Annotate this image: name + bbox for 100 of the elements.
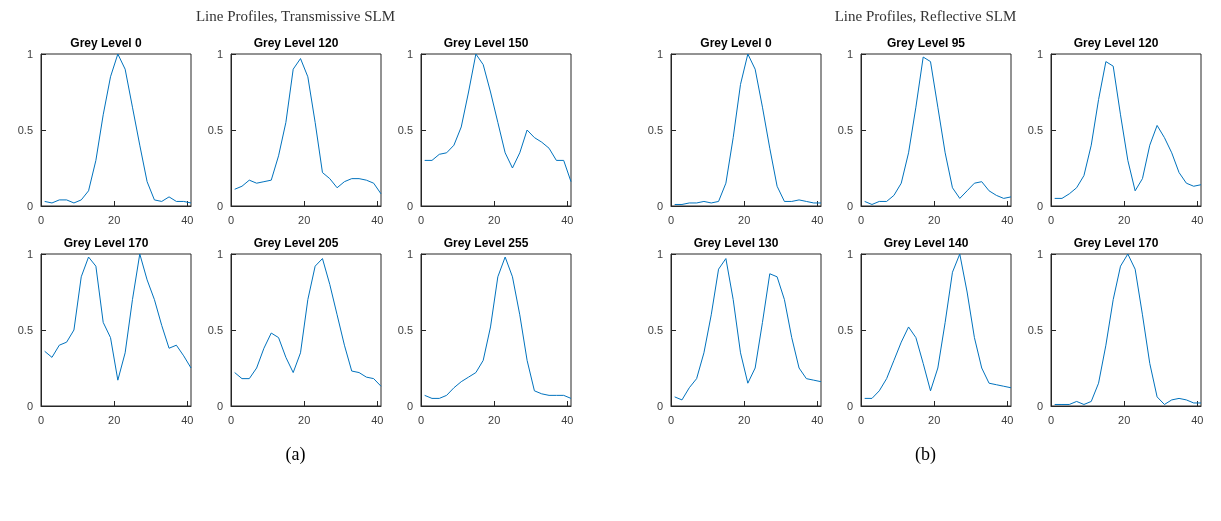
line-series	[233, 58, 381, 195]
chart-title: Grey Level 130	[693, 236, 779, 250]
y-tick-label: 0	[1036, 400, 1043, 412]
y-tick-label: 1	[846, 48, 853, 60]
x-tick-label: 40	[810, 413, 823, 426]
text: (a)	[285, 444, 306, 465]
x-tick-label: 20	[1117, 413, 1130, 426]
chart-title: Grey Level 170	[1073, 236, 1159, 250]
x-tick-label: 40	[1000, 213, 1013, 226]
x-tick-label: 40	[810, 213, 823, 226]
chart-title: Grey Level 140	[883, 236, 969, 250]
y-tick-label: 1	[216, 248, 223, 260]
y-tick-label: 0	[406, 200, 413, 212]
y-tick-label: 0.5	[647, 124, 663, 136]
x-tick-label: 20	[107, 413, 120, 426]
line-series	[233, 258, 381, 387]
x-tick-label: 0	[227, 413, 234, 426]
x-tick-label: 40	[560, 213, 573, 226]
y-tick-label: 1	[406, 48, 413, 60]
y-tick-label: 1	[1036, 48, 1043, 60]
y-tick-label: 0	[406, 400, 413, 412]
y-tick-label: 1	[26, 48, 33, 60]
x-tick-label: 0	[857, 213, 864, 226]
line-series	[423, 256, 571, 399]
x-tick-label: 20	[487, 413, 500, 426]
chart-title: Grey Level 150	[443, 36, 529, 50]
y-tick-label: 1	[406, 248, 413, 260]
y-tick-label: 0	[846, 400, 853, 412]
x-tick-label: 20	[737, 413, 750, 426]
text: (b)	[915, 444, 936, 465]
x-tick-label: 40	[180, 213, 193, 226]
x-tick-label: 40	[1000, 413, 1013, 426]
chart-title: Grey Level 0	[69, 36, 142, 50]
y-tick-label: 0.5	[397, 324, 413, 336]
text: Line Profiles, Transmissive SLM	[195, 8, 396, 26]
y-tick-label: 0.5	[397, 124, 413, 136]
y-tick-label: 0	[26, 200, 33, 212]
x-tick-label: 0	[227, 213, 234, 226]
x-tick-label: 0	[667, 213, 674, 226]
x-tick-label: 40	[180, 413, 193, 426]
x-tick-label: 20	[737, 213, 750, 226]
y-tick-label: 0.5	[1027, 324, 1043, 336]
y-tick-label: 0.5	[207, 324, 223, 336]
y-tick-label: 0	[216, 200, 223, 212]
chart-title: Grey Level 255	[443, 236, 529, 250]
chart-title: Grey Level 120	[253, 36, 339, 50]
x-tick-label: 0	[37, 213, 44, 226]
y-tick-label: 0.5	[837, 124, 853, 136]
y-tick-label: 1	[1036, 248, 1043, 260]
line-series	[863, 253, 1011, 399]
y-tick-label: 1	[26, 248, 33, 260]
x-tick-label: 20	[487, 213, 500, 226]
line-series	[1053, 61, 1201, 199]
chart-title: Grey Level 205	[253, 236, 339, 250]
y-tick-label: 0.5	[1027, 124, 1043, 136]
x-tick-label: 0	[1047, 213, 1054, 226]
y-tick-label: 0.5	[207, 124, 223, 136]
x-tick-label: 20	[107, 213, 120, 226]
chart-title: Grey Level 120	[1073, 36, 1159, 50]
line-series	[43, 253, 191, 381]
y-tick-label: 1	[656, 48, 663, 60]
x-tick-label: 40	[370, 413, 383, 426]
y-tick-label: 1	[846, 248, 853, 260]
chart-title: Grey Level 0	[699, 36, 772, 50]
x-tick-label: 40	[1190, 213, 1203, 226]
x-tick-label: 40	[1190, 413, 1203, 426]
chart-title: Grey Level 170	[63, 236, 149, 250]
y-tick-label: 0.5	[17, 324, 33, 336]
x-tick-label: 20	[297, 213, 310, 226]
x-tick-label: 0	[1047, 413, 1054, 426]
y-tick-label: 0.5	[17, 124, 33, 136]
y-tick-label: 0.5	[837, 324, 853, 336]
x-tick-label: 20	[927, 413, 940, 426]
chart-title: Grey Level 95	[886, 36, 965, 50]
text: Line Profiles, Reflective SLM	[834, 8, 1017, 26]
y-tick-label: 1	[656, 248, 663, 260]
x-tick-label: 40	[560, 413, 573, 426]
y-tick-label: 0	[1036, 200, 1043, 212]
y-tick-label: 0	[26, 400, 33, 412]
x-tick-label: 0	[37, 413, 44, 426]
x-tick-label: 0	[857, 413, 864, 426]
line-series	[1053, 253, 1201, 405]
line-series	[673, 258, 821, 401]
x-tick-label: 20	[297, 413, 310, 426]
x-tick-label: 20	[1117, 213, 1130, 226]
y-tick-label: 0	[656, 200, 663, 212]
y-tick-label: 0	[216, 400, 223, 412]
y-tick-label: 0.5	[647, 324, 663, 336]
y-tick-label: 1	[216, 48, 223, 60]
x-tick-label: 0	[417, 213, 424, 226]
x-tick-label: 20	[927, 213, 940, 226]
y-tick-label: 0	[846, 200, 853, 212]
line-series	[423, 53, 571, 183]
line-series	[863, 56, 1011, 205]
x-tick-label: 40	[370, 213, 383, 226]
x-tick-label: 0	[667, 413, 674, 426]
x-tick-label: 0	[417, 413, 424, 426]
line-series	[673, 53, 821, 205]
y-tick-label: 0	[656, 400, 663, 412]
line-series	[43, 53, 191, 204]
